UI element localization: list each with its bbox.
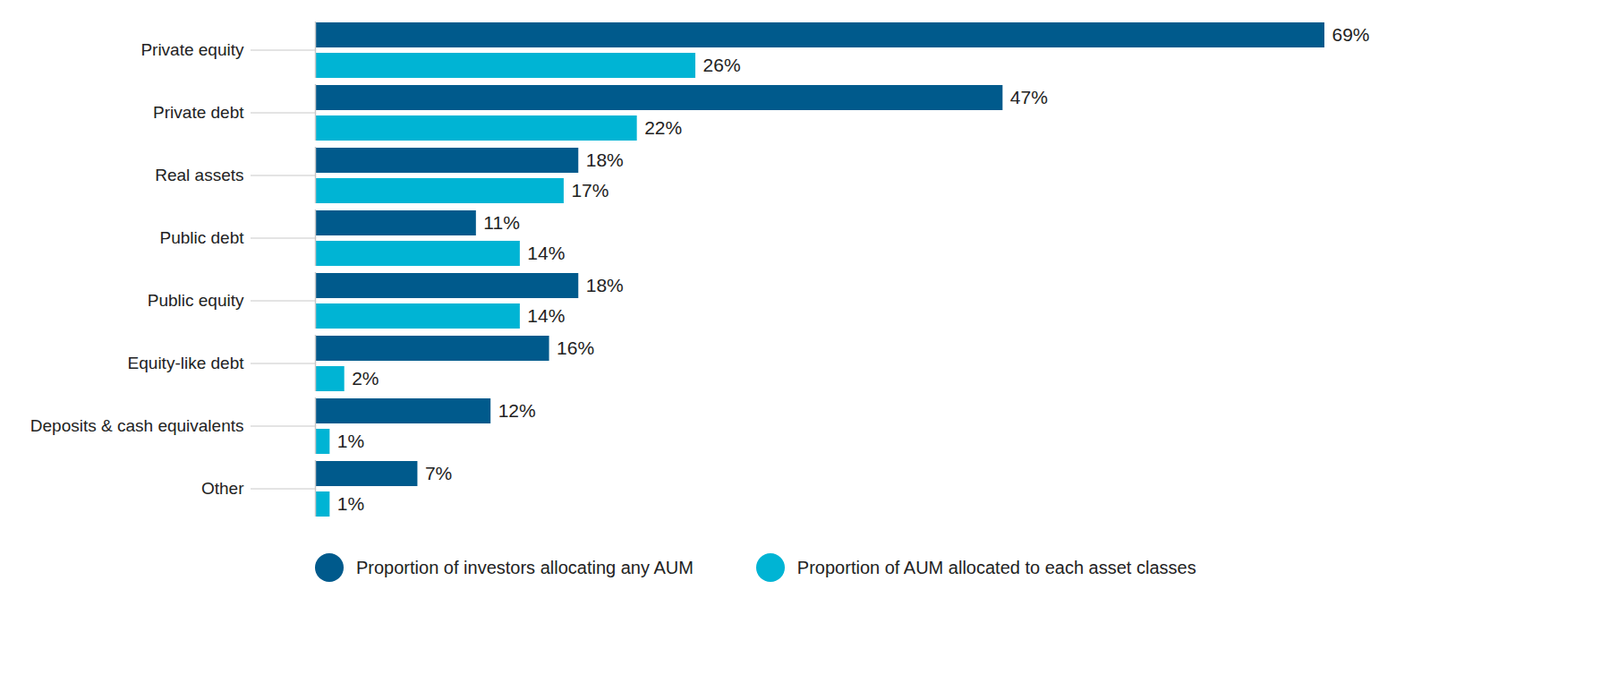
svg-text:1%: 1% [337, 493, 365, 514]
html-text:Proportion of investors alloca: Proportion of investors allocating any A… [356, 557, 694, 577]
svg-text:Public debt: Public debt [159, 228, 245, 247]
svg-text:14%: 14% [527, 242, 565, 264]
svg-text:69%: 69% [1332, 24, 1371, 45]
svg-text:Equity-like debt: Equity-like debt [127, 353, 246, 373]
svg-text:14%: 14% [527, 305, 565, 326]
html-text:Proportion of AUM allocated to: Proportion of AUM allocated to each asse… [797, 557, 1197, 577]
svg-text:Public equity: Public equity [147, 290, 245, 310]
svg-text:18%: 18% [586, 149, 624, 171]
svg-text:18%: 18% [586, 274, 624, 296]
svg-text:Other: Other [201, 478, 245, 498]
svg-text:16%: 16% [556, 337, 595, 358]
svg-text:22%: 22% [644, 117, 682, 138]
svg-text:26%: 26% [703, 54, 741, 76]
svg-text:12%: 12% [498, 400, 537, 421]
svg-text:47%: 47% [1010, 86, 1048, 108]
svg-text:Private debt: Private debt [153, 102, 245, 122]
svg-text:Real assets: Real assets [154, 165, 244, 185]
svg-text:7%: 7% [425, 462, 452, 484]
svg-text:2%: 2% [351, 367, 379, 389]
svg-text:1%: 1% [337, 430, 365, 452]
svg-text:11%: 11% [483, 212, 520, 233]
svg-text:Deposits & cash equivalents: Deposits & cash equivalents [30, 416, 245, 435]
svg-text:17%: 17% [570, 179, 609, 201]
svg-text:Private equity: Private equity [140, 40, 245, 60]
